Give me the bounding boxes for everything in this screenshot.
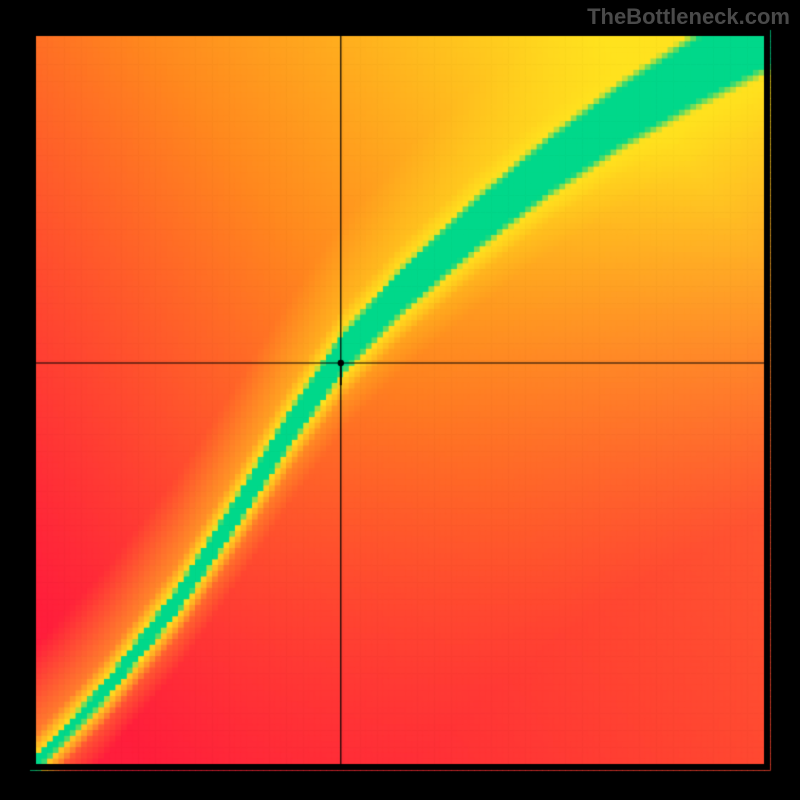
heatmap-canvas <box>0 0 800 800</box>
chart-container: TheBottleneck.com <box>0 0 800 800</box>
watermark-text: TheBottleneck.com <box>587 4 790 30</box>
